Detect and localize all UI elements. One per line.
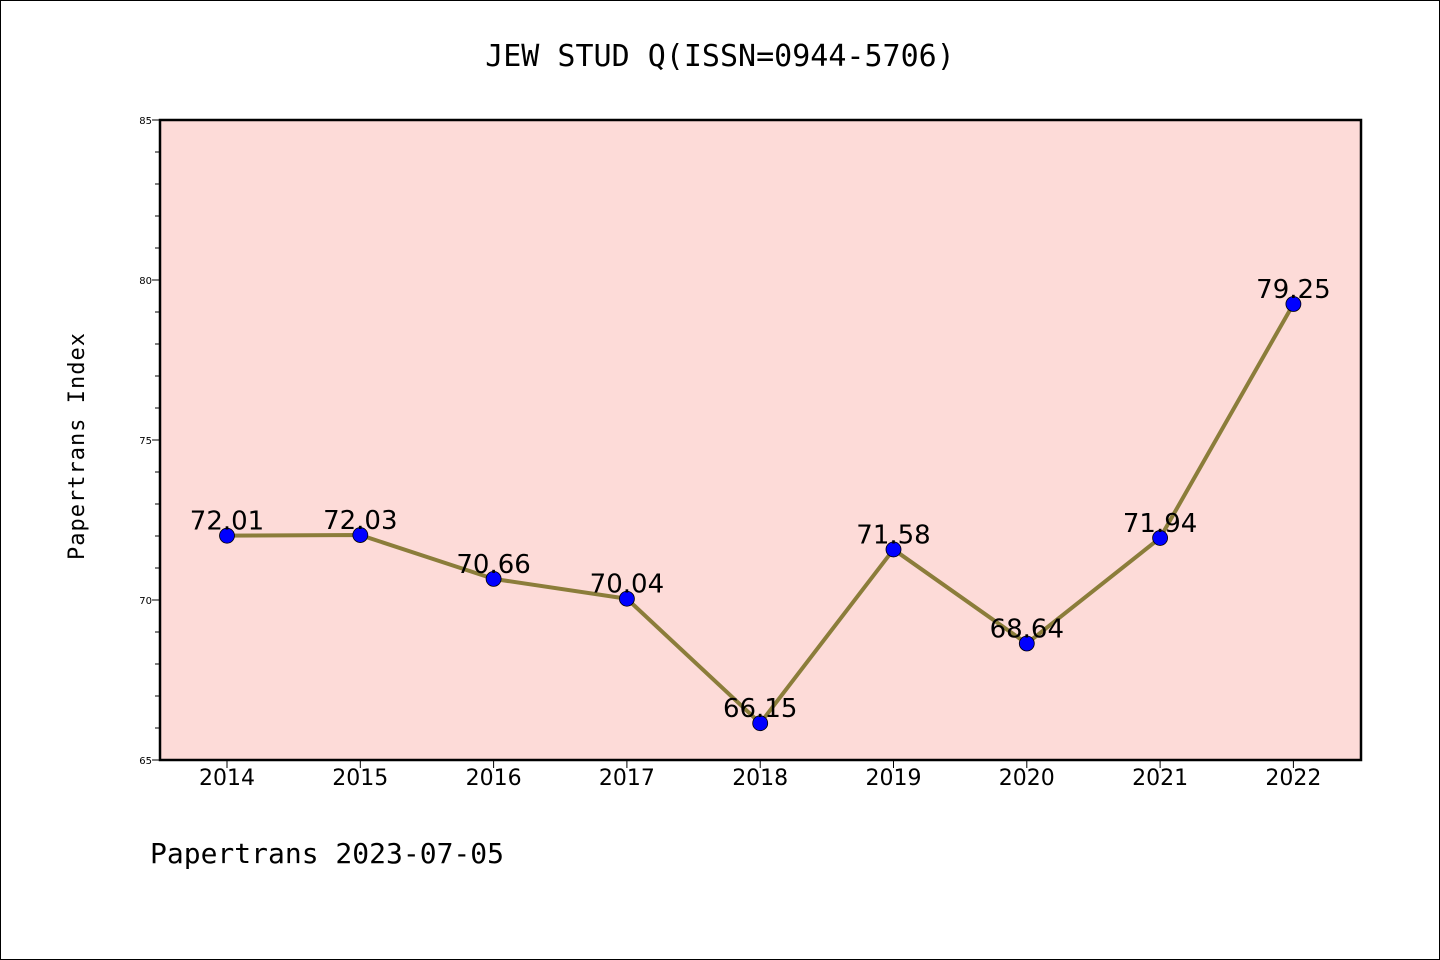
x-tick-label: 2019 — [866, 766, 922, 791]
data-point — [1285, 296, 1302, 312]
data-point — [219, 527, 235, 544]
y-axis-label: Papertrans Index — [65, 332, 90, 560]
x-tick-label: 2021 — [1132, 766, 1188, 791]
y-tick-label: 75 — [139, 436, 152, 447]
data-label: 66.15 — [723, 694, 797, 724]
data-label: 70.04 — [590, 570, 664, 600]
y-tick-label: 65 — [139, 756, 152, 767]
y-tick-label: 70 — [139, 596, 152, 607]
data-label: 70.66 — [456, 550, 530, 580]
data-label: 72.01 — [190, 507, 264, 537]
data-point — [1018, 635, 1035, 652]
data-label: 71.94 — [1123, 509, 1197, 539]
footer-text: Papertrans 2023-07-05 — [150, 837, 504, 870]
x-tick-label: 2014 — [199, 766, 255, 791]
data-point — [885, 541, 902, 558]
x-tick-label: 2022 — [1265, 766, 1321, 791]
y-tick-label: 80 — [139, 276, 152, 287]
data-point — [1152, 530, 1168, 546]
data-point — [485, 570, 502, 587]
data-point — [752, 715, 769, 732]
data-label: 71.58 — [856, 520, 930, 550]
x-tick-label: 2018 — [732, 766, 788, 791]
data-label: 79.25 — [1256, 275, 1330, 305]
plot-area: 65 70 75 80 85 2014 2015 2016 2017 2018 2019 2020 20… — [139, 116, 1363, 791]
x-tick-label: 2015 — [332, 766, 388, 791]
x-tick-label: 2016 — [466, 766, 522, 791]
x-tick-label: 2017 — [599, 766, 655, 791]
x-tick-label: 2020 — [999, 766, 1055, 791]
data-label: 72.03 — [323, 506, 397, 536]
plot-background — [160, 120, 1361, 760]
plot-border — [158, 118, 1363, 762]
y-tick-label: 85 — [139, 116, 152, 127]
data-point — [619, 590, 635, 607]
data-label: 68.64 — [990, 615, 1064, 645]
chart-title: JEW STUD Q(ISSN=0944-5706) — [485, 39, 955, 74]
data-point — [352, 527, 369, 543]
